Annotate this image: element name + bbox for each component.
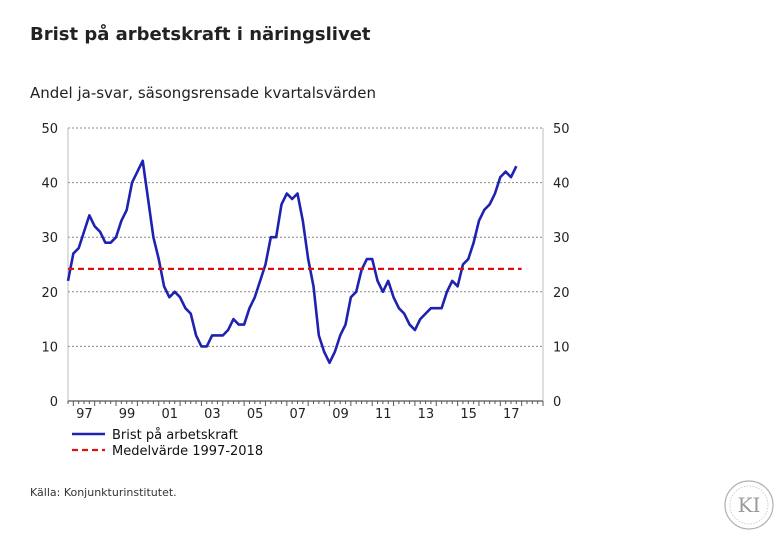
ki-logo: KI [724,480,774,530]
y-tick-label-right: 20 [553,286,570,301]
y-tick-label-left: 30 [41,231,58,246]
x-tick-label: 97 [76,407,93,422]
x-tick-label: 99 [119,407,136,422]
y-tick-label-left: 0 [50,395,58,410]
x-tick-label: 03 [204,407,221,422]
x-tick-label: 17 [503,407,520,422]
x-tick-label: 15 [460,407,477,422]
y-tick-label-right: 50 [553,122,570,137]
axes [67,128,544,406]
chart-title: Brist på arbetskraft i näringslivet [30,24,371,45]
x-tick-label: 07 [290,407,307,422]
x-tick-label: 01 [161,407,178,422]
y-tick-label-left: 50 [41,122,58,137]
y-tick-label-right: 40 [553,177,570,192]
x-tick-label: 05 [247,407,264,422]
y-tick-label-right: 10 [553,340,570,355]
series-line-brist [66,159,518,365]
chart-subtitle: Andel ja-svar, säsongsrensade kvartalsvä… [30,84,376,102]
y-tick-label-right: 0 [553,395,561,410]
y-tick-label-left: 20 [41,286,58,301]
x-tick-label: 11 [375,407,392,422]
legend-label-brist: Brist på arbetskraft [112,428,238,443]
source-note: Källa: Konjunkturinstitutet. [30,486,177,499]
x-tick-label: 13 [418,407,435,422]
series-layer [66,159,522,365]
x-tick-label: 09 [332,407,349,422]
y-tick-label-left: 40 [41,177,58,192]
y-tick-label-left: 10 [41,340,58,355]
legend-label-mean: Medelvärde 1997-2018 [112,444,263,459]
y-tick-label-right: 30 [553,231,570,246]
tick-labels: 0 0 10 10 20 20 30 30 40 40 50 50 97 99 01 03 05 07 09 11 13… [41,122,569,422]
logo-text: KI [738,493,761,517]
